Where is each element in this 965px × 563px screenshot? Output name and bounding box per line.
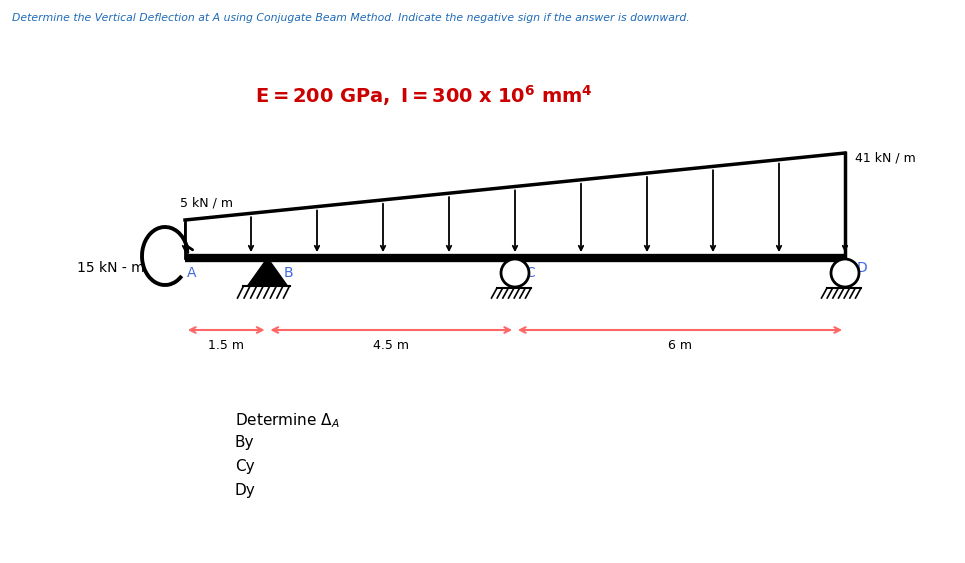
Text: Determine the Vertical Deflection at A using Conjugate Beam Method. Indicate the: Determine the Vertical Deflection at A u…	[12, 13, 690, 23]
Circle shape	[831, 259, 859, 287]
Text: Dy: Dy	[235, 483, 256, 498]
Text: B: B	[284, 266, 293, 280]
Text: 1.5 m: 1.5 m	[208, 339, 244, 352]
Text: 5 kN / m: 5 kN / m	[180, 197, 233, 210]
Text: A: A	[187, 266, 197, 280]
Text: Determine $\Delta_A$: Determine $\Delta_A$	[235, 411, 340, 430]
Polygon shape	[247, 258, 288, 286]
Text: 15 kN - m: 15 kN - m	[77, 261, 145, 275]
Circle shape	[501, 259, 529, 287]
Text: 4.5 m: 4.5 m	[373, 339, 409, 352]
Text: By: By	[235, 435, 255, 450]
Text: Cy: Cy	[235, 459, 255, 474]
Text: 6 m: 6 m	[668, 339, 692, 352]
Text: $\mathbf{E = 200\ GPa,\ I = 300\ x\ 10^6\ mm^4}$: $\mathbf{E = 200\ GPa,\ I = 300\ x\ 10^6…	[255, 83, 593, 108]
Text: 41 kN / m: 41 kN / m	[855, 151, 916, 164]
Text: D: D	[857, 261, 868, 275]
Text: C: C	[525, 266, 535, 280]
